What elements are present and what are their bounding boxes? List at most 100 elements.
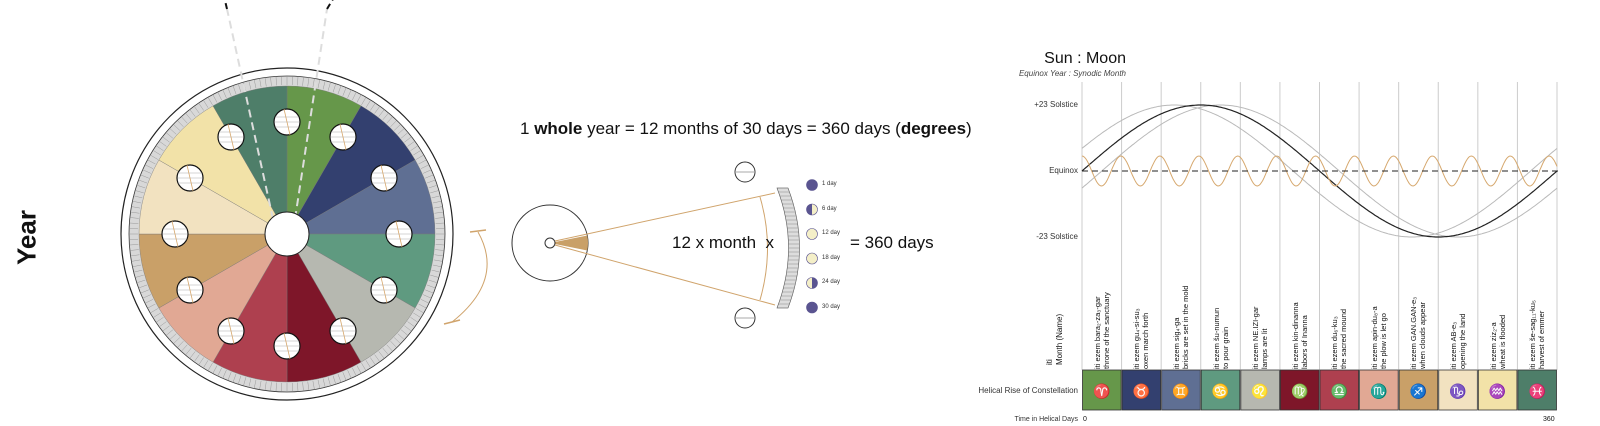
moon-phase-icon bbox=[806, 179, 818, 191]
day-tick bbox=[169, 333, 177, 340]
day-tick bbox=[302, 382, 304, 392]
day-tick bbox=[130, 254, 140, 257]
month-name: iti ezem ziz₂-a wheat is flooded bbox=[1489, 289, 1507, 369]
day-tick bbox=[327, 82, 331, 91]
moon-phase-icon bbox=[806, 301, 818, 314]
day-tick bbox=[407, 321, 415, 328]
day-tick bbox=[189, 109, 196, 117]
day-tick bbox=[165, 132, 173, 139]
day-tick bbox=[401, 329, 409, 336]
day-tick bbox=[227, 372, 232, 381]
day-tick bbox=[356, 365, 362, 374]
day-tick bbox=[147, 159, 156, 165]
axis-dash bbox=[294, 8, 328, 220]
month-meaning: the plow is let go bbox=[1378, 313, 1388, 369]
globe-axis bbox=[227, 317, 235, 345]
day-tick bbox=[177, 341, 184, 348]
day-tick bbox=[307, 381, 310, 391]
month-name: iti ezem kin-dinanna labors of Inanna bbox=[1291, 289, 1309, 369]
day-tick bbox=[312, 78, 315, 88]
month-name: iti ezem NE.IZI-gar lamps are lit bbox=[1251, 289, 1269, 369]
zodiac-sign-icon: ♑ bbox=[1449, 383, 1466, 400]
day-tick bbox=[374, 106, 381, 114]
month-meaning: to pour grain bbox=[1220, 326, 1230, 369]
eq-degrees: degrees bbox=[900, 119, 967, 138]
day-tick bbox=[327, 377, 331, 386]
day-tick bbox=[352, 91, 357, 101]
constellation-cell bbox=[1240, 369, 1280, 411]
month-meaning: the sacred mound bbox=[1339, 308, 1349, 369]
eq-whole: whole bbox=[534, 119, 583, 138]
time-label: Time in Helical Days bbox=[1014, 416, 1078, 423]
day-tick bbox=[232, 373, 237, 383]
moon-phase-icon bbox=[806, 252, 818, 265]
day-tick bbox=[404, 136, 412, 143]
day-tick bbox=[430, 274, 439, 278]
day-tick bbox=[147, 303, 156, 309]
day-tick bbox=[332, 375, 337, 385]
month-name: iti ezem du₆-ku₃ the sacred mound bbox=[1330, 289, 1348, 369]
day-tick bbox=[222, 370, 227, 379]
day-tick bbox=[361, 97, 367, 106]
day-tick bbox=[264, 381, 267, 391]
day-tick bbox=[150, 154, 159, 160]
day-tick bbox=[140, 289, 149, 294]
moon-curve bbox=[1081, 155, 1558, 187]
year-label: Year bbox=[11, 210, 42, 265]
axis-dash bbox=[226, 8, 274, 220]
month-meaning: lamps are lit bbox=[1260, 328, 1270, 369]
chart-title: Sun : Moon bbox=[1044, 50, 1126, 67]
month-wedge bbox=[550, 235, 589, 251]
month-name-text: iti ezem bara₂-za₃-gar bbox=[1092, 296, 1102, 369]
day-tick bbox=[420, 299, 430, 304]
day-tick bbox=[212, 94, 218, 103]
month-name: iti ezem sig₄-ga bricks are set in the mo… bbox=[1172, 286, 1190, 369]
day-tick bbox=[155, 317, 164, 323]
day-tick bbox=[342, 87, 347, 96]
day-tick bbox=[370, 357, 376, 366]
globe-axis bbox=[380, 164, 388, 192]
day-tick bbox=[410, 145, 419, 151]
day-tick bbox=[189, 351, 196, 359]
day-tick bbox=[423, 169, 432, 174]
day-tick bbox=[162, 325, 170, 332]
moon-phase-label: 24 day bbox=[822, 279, 841, 285]
day-tick bbox=[207, 362, 213, 371]
y-label-equinox: Equinox bbox=[1049, 166, 1078, 175]
day-tick bbox=[365, 360, 371, 369]
constellation-cell bbox=[1359, 369, 1399, 411]
day-tick bbox=[435, 249, 445, 251]
day-tick bbox=[312, 380, 315, 390]
moon-phase-label: 1 day bbox=[822, 181, 837, 187]
day-tick bbox=[198, 357, 204, 366]
center-dot bbox=[544, 237, 556, 249]
day-tick bbox=[133, 269, 143, 273]
day-tick bbox=[162, 136, 170, 143]
day-tick bbox=[203, 360, 209, 369]
day-tick bbox=[352, 367, 357, 377]
day-tick bbox=[370, 102, 376, 111]
day-tick bbox=[302, 76, 304, 86]
center-circle bbox=[264, 211, 310, 257]
constellation-label: Helical Rise of Constellation bbox=[978, 386, 1078, 395]
day-tick bbox=[432, 264, 442, 268]
sun-curve bbox=[1081, 104, 1558, 238]
day-tick bbox=[259, 78, 262, 88]
day-tick bbox=[433, 259, 443, 262]
ray-bottom bbox=[554, 244, 776, 306]
day-tick bbox=[253, 79, 257, 89]
day-tick bbox=[342, 372, 347, 381]
day-tick bbox=[144, 299, 154, 304]
day-tick bbox=[253, 379, 257, 389]
y-label-solstice-plus: +23 Solstice bbox=[1034, 100, 1078, 109]
day-tick bbox=[165, 329, 173, 336]
day-tick bbox=[397, 333, 405, 340]
constellation-cell bbox=[1121, 369, 1162, 411]
year-wheel bbox=[120, 0, 488, 401]
day-tick bbox=[404, 325, 412, 332]
day-tick bbox=[407, 140, 415, 147]
day-tick bbox=[275, 382, 277, 392]
globe-axis bbox=[283, 108, 291, 136]
day-tick bbox=[347, 370, 352, 379]
globe-axis bbox=[171, 220, 179, 248]
